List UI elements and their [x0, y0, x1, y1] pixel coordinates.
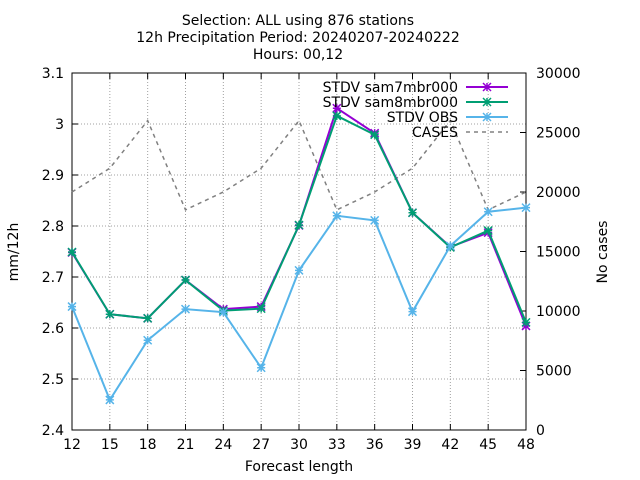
data-point — [332, 111, 342, 121]
y-tick-label: 3.1 — [42, 66, 64, 82]
y-tick-label: 2.9 — [42, 168, 64, 184]
legend-label: STDV sam8mbr000 — [323, 95, 458, 111]
series-stdv-obs — [67, 203, 531, 405]
x-tick-label: 21 — [177, 437, 195, 453]
data-point — [445, 241, 455, 251]
data-point — [294, 265, 304, 275]
y2-axis-label: No cases — [595, 221, 611, 284]
x-tick-label: 27 — [252, 437, 270, 453]
data-point — [407, 208, 418, 218]
legend-label: STDV sam7mbr000 — [323, 80, 458, 96]
data-point — [218, 307, 228, 317]
legend-item: STDV sam8mbr000 — [323, 95, 508, 111]
data-point — [180, 304, 191, 314]
legend-label: CASES — [412, 125, 458, 141]
x-tick-label: 45 — [479, 437, 497, 453]
y-tick-label: 2.5 — [42, 372, 64, 388]
legend-item: STDV sam7mbr000 — [323, 80, 508, 96]
axis-ticks: 12 15 18 21 24 27 30 33 36 39 42 45 482.42.52.62.72.… — [42, 66, 581, 453]
data-point — [332, 103, 342, 113]
x-tick-label: 33 — [328, 437, 346, 453]
x-tick-label: 24 — [214, 437, 232, 453]
x-tick-label: 48 — [517, 437, 535, 453]
data-point — [521, 317, 531, 327]
x-tick-label: 30 — [290, 437, 308, 453]
data-point — [143, 335, 153, 345]
y2-tick-label: 30000 — [536, 66, 581, 82]
title-line-2: 12h Precipitation Period: 20240207-20240… — [136, 30, 459, 46]
y-axis-label: mm/12h — [6, 223, 22, 282]
x-tick-label: 15 — [101, 437, 119, 453]
series-line — [71, 114, 527, 323]
data-point — [407, 307, 418, 317]
data-point — [370, 215, 380, 225]
y-tick-label: 3 — [55, 117, 64, 133]
series-group — [67, 103, 531, 405]
y-tick-label: 2.6 — [42, 321, 64, 337]
x-tick-label: 12 — [63, 437, 81, 453]
y-tick-label: 2.7 — [42, 270, 64, 286]
data-point — [256, 363, 266, 373]
x-axis-label: Forecast length — [245, 459, 353, 475]
y-tick-label: 2.8 — [42, 219, 64, 235]
y2-tick-label: 15000 — [536, 245, 581, 261]
x-tick-label: 39 — [404, 437, 422, 453]
data-point — [370, 130, 380, 140]
legend-marker — [482, 82, 492, 92]
y2-tick-label: 20000 — [536, 185, 581, 201]
title-line-3: Hours: 00,12 — [253, 47, 343, 63]
x-tick-label: 36 — [366, 437, 384, 453]
legend-label: STDV OBS — [387, 110, 458, 126]
title-line-1: Selection: ALL using 876 stations — [182, 13, 414, 29]
data-point — [256, 304, 266, 314]
y2-tick-label: 5000 — [536, 364, 572, 380]
series-line — [71, 206, 527, 403]
data-point — [294, 220, 304, 230]
data-point — [483, 226, 493, 236]
data-point — [180, 275, 191, 285]
series-cases — [71, 119, 527, 211]
legend-item: STDV OBS — [387, 110, 508, 126]
chart-title: Selection: ALL using 876 stations 12h Pr… — [136, 13, 459, 63]
data-point — [105, 395, 115, 405]
y2-tick-label: 25000 — [536, 126, 581, 142]
x-tick-label: 42 — [441, 437, 459, 453]
data-point — [483, 207, 493, 217]
data-point — [67, 302, 77, 312]
data-point — [332, 211, 342, 221]
data-point — [67, 247, 77, 257]
x-tick-label: 18 — [139, 437, 157, 453]
data-point — [143, 313, 153, 323]
legend-marker — [482, 112, 492, 122]
y2-tick-label: 10000 — [536, 304, 581, 320]
series-line — [71, 119, 527, 211]
y2-tick-label: 0 — [536, 423, 545, 439]
legend-item: CASES — [412, 125, 508, 141]
legend-marker — [482, 97, 492, 107]
y-tick-label: 2.4 — [42, 423, 64, 439]
data-point — [105, 309, 115, 319]
data-point — [521, 203, 531, 213]
